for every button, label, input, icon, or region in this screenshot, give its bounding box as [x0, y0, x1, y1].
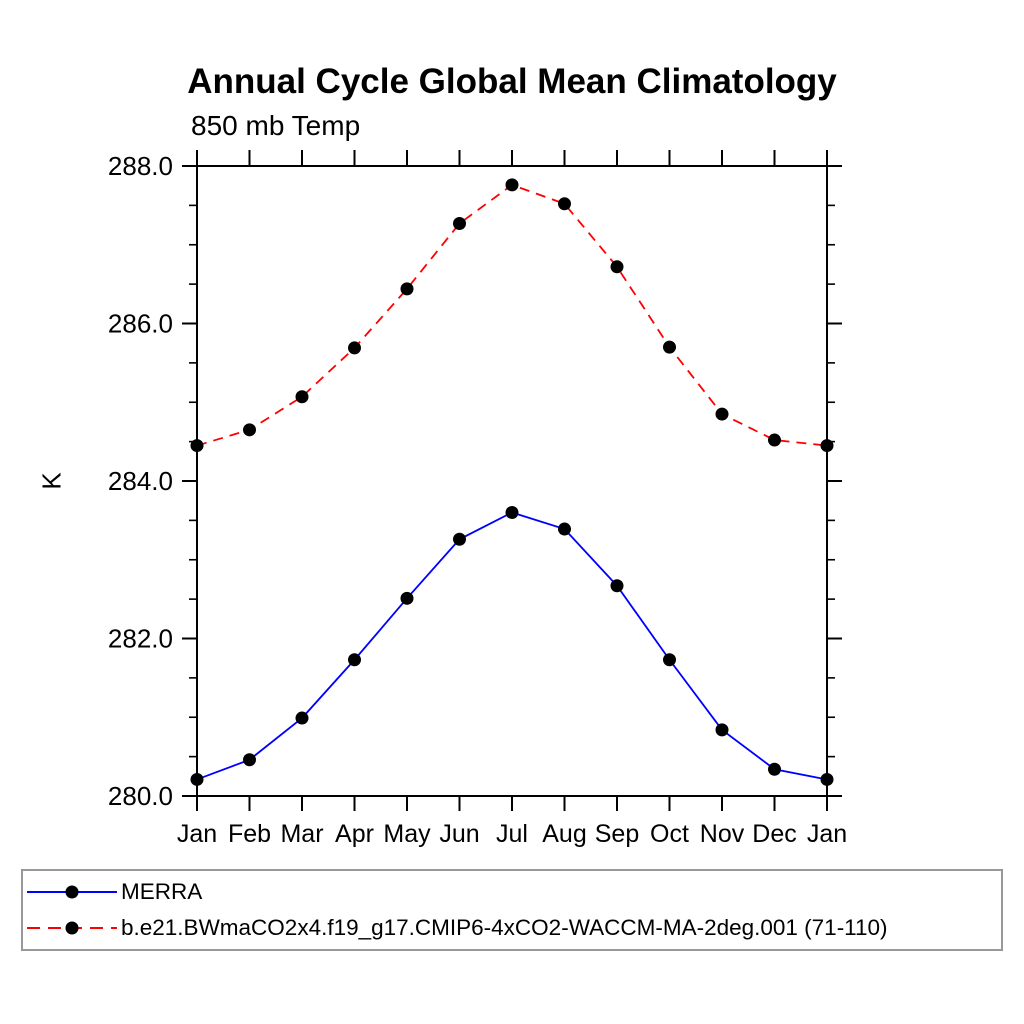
- data-point: [715, 407, 729, 421]
- data-point: [190, 439, 204, 453]
- data-point: [243, 753, 256, 767]
- data-point: [610, 579, 624, 593]
- y-tick-label: 282.0: [108, 624, 173, 654]
- x-tick-label: Aug: [542, 820, 586, 848]
- x-tick-label: Apr: [335, 820, 374, 848]
- legend-label: b.e21.BWmaCO2x4.f19_g17.CMIP6-4xCO2-WACC…: [121, 915, 888, 941]
- data-point: [820, 772, 834, 786]
- legend-line-sample: [27, 921, 117, 935]
- y-tick-label: 280.0: [108, 781, 173, 811]
- series-line-0: [196, 511, 828, 781]
- legend-label: MERRA: [121, 878, 203, 904]
- chart-title: Annual Cycle Global Mean Climatology: [187, 62, 837, 101]
- data-point: [610, 260, 624, 274]
- legend-item-0: MERRA: [25, 874, 1001, 910]
- series-line-1: [196, 183, 828, 447]
- x-tick-label: Nov: [700, 820, 745, 848]
- data-point: [558, 197, 571, 211]
- y-tick-label: 284.0: [108, 466, 173, 496]
- y-tick-label: 288.0: [108, 151, 173, 181]
- data-point: [505, 506, 519, 519]
- x-tick-label: Mar: [280, 820, 323, 848]
- plot-frame: [196, 165, 828, 797]
- data-point: [558, 522, 571, 536]
- data-point: [348, 653, 361, 667]
- x-tick-label: Feb: [228, 820, 271, 848]
- data-point: [295, 711, 309, 725]
- legend-item-1: b.e21.BWmaCO2x4.f19_g17.CMIP6-4xCO2-WACC…: [25, 910, 1001, 946]
- data-point: [400, 591, 414, 605]
- x-tick-label: Sep: [595, 820, 639, 848]
- x-tick-label: May: [383, 820, 431, 848]
- x-tick-label: Jan: [177, 820, 217, 848]
- data-point: [348, 341, 361, 355]
- legend-sample-marker: [65, 921, 79, 935]
- chart-subtitle: 850 mb Temp: [191, 110, 361, 141]
- data-point: [768, 762, 781, 776]
- x-tick-label: Jan: [807, 820, 847, 848]
- data-point: [505, 178, 519, 192]
- legend-sample-marker: [65, 885, 79, 899]
- x-tick-label: Jul: [496, 820, 528, 848]
- data-point: [453, 216, 466, 230]
- data-point: [243, 423, 256, 437]
- x-tick-label: Jun: [439, 820, 479, 848]
- data-point: [715, 723, 729, 737]
- legend-box: MERRA b.e21.BWmaCO2x4.f19_g17.CMIP6-4xCO2…: [21, 869, 1003, 951]
- data-point: [453, 532, 466, 546]
- data-point: [663, 340, 676, 354]
- x-tick-label: Dec: [752, 820, 796, 848]
- data-point: [820, 439, 834, 453]
- y-tick-label: 286.0: [108, 309, 173, 339]
- data-point: [400, 282, 414, 296]
- legend-line-sample: [27, 885, 117, 899]
- data-point: [768, 433, 781, 447]
- data-point: [190, 772, 204, 786]
- x-tick-label: Oct: [650, 820, 689, 848]
- data-point: [663, 653, 676, 667]
- data-point: [295, 390, 309, 404]
